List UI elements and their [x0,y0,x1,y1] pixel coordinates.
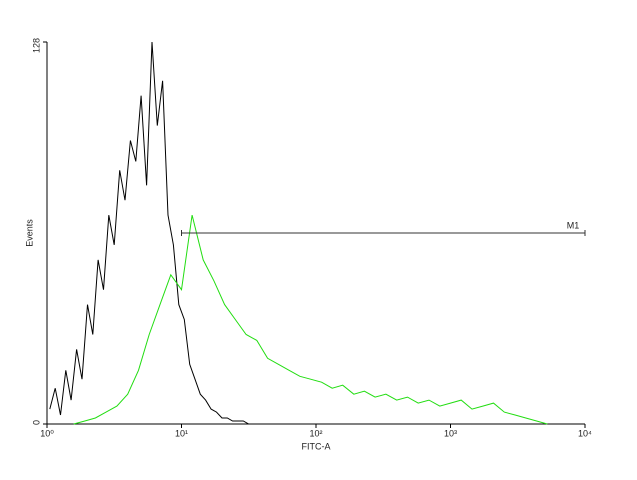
series-line [73,214,548,425]
y-tick-label: 0 [31,420,41,425]
x-tick-label: 10⁴ [578,428,592,438]
x-tick-label: 10¹ [175,428,188,438]
series-line [49,41,260,425]
y-tick-label: 128 [31,38,41,53]
x-axis-label: FITC-A [302,441,331,451]
x-tick-label: 10⁰ [40,428,54,438]
marker-label: M1 [567,220,580,230]
x-tick-label: 10³ [444,428,457,438]
y-axis-label: Events [24,219,34,247]
x-tick-label: 10² [309,428,322,438]
